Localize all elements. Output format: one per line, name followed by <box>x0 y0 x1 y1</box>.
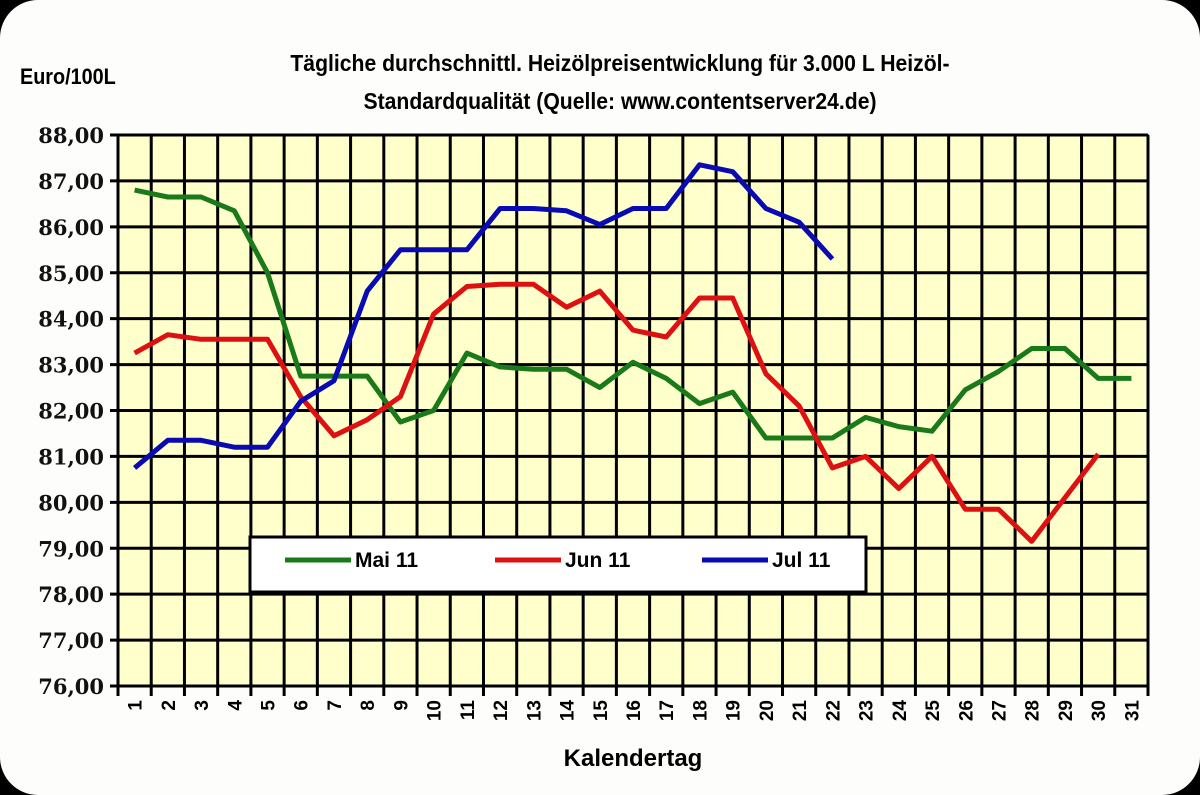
x-tick-label: 14 <box>558 700 579 722</box>
x-tick-label: 31 <box>1122 700 1143 722</box>
chart-title-line-1: Tägliche durchschnittl. Heizölpreisentwi… <box>290 50 950 76</box>
x-tick-label: 12 <box>491 700 512 721</box>
y-tick-label: 79,00 <box>38 536 104 561</box>
y-tick-label: 77,00 <box>38 628 104 653</box>
legend-label: Jun 11 <box>565 549 631 572</box>
series-line-mai-11 <box>134 187 1132 441</box>
x-axis-label: Kalendertag <box>564 745 703 772</box>
legend-label: Jul 11 <box>772 549 831 572</box>
legend-label: Mai 11 <box>355 549 418 572</box>
x-tick-label: 20 <box>757 700 778 721</box>
y-tick-label: 82,00 <box>38 399 104 424</box>
x-tick-label: 13 <box>524 700 545 721</box>
y-tick-label: 87,00 <box>38 169 104 194</box>
y-axis-unit-label: Euro/100L <box>20 64 116 89</box>
legend: Mai 11 Jun 11 Jul 11 <box>248 535 868 594</box>
x-tick-label: 4 <box>225 700 246 711</box>
x-tick-label: 15 <box>591 700 612 722</box>
chart-title: Tägliche durchschnittl. Heizölpreisentwi… <box>197 44 1043 120</box>
x-tick-label: 11 <box>458 700 479 721</box>
y-tick-label: 86,00 <box>38 215 104 240</box>
x-tick-label: 24 <box>890 700 911 722</box>
x-tick-label: 17 <box>657 700 678 721</box>
x-tick-label: 18 <box>690 700 711 721</box>
x-tick-label: 16 <box>624 700 645 721</box>
x-tick-label: 21 <box>790 700 811 722</box>
series-line-jun-11 <box>133 281 1101 544</box>
x-tick-label: 25 <box>923 700 944 722</box>
x-tick-label: 5 <box>259 700 280 711</box>
x-tick-label: 2 <box>159 700 180 711</box>
x-tick-label: 22 <box>823 700 844 721</box>
y-tick-label: 88,00 <box>38 123 104 148</box>
x-tick-label: 10 <box>425 700 446 721</box>
chart-title-line-2: Standardqualität (Quelle: www.contentser… <box>363 88 877 114</box>
x-tick-label: 23 <box>857 700 878 721</box>
x-tick-label: 30 <box>1089 700 1110 721</box>
y-axis-ticks: 76,00 77,00 78,00 79,00 80,00 81,00 82,00 83,00… <box>38 123 104 699</box>
x-tick-label: 26 <box>956 700 977 721</box>
series-line-jul-11 <box>133 162 835 470</box>
y-tick-label: 85,00 <box>38 261 104 286</box>
y-tick-label: 76,00 <box>38 674 104 699</box>
series-lines <box>133 162 1132 544</box>
x-tick-label: 7 <box>325 700 346 711</box>
x-tick-label: 27 <box>989 700 1010 721</box>
x-tick-label: 9 <box>391 700 412 711</box>
x-tick-label: 3 <box>192 700 213 711</box>
x-tick-label: 6 <box>292 700 313 711</box>
x-tick-label: 29 <box>1056 700 1077 721</box>
x-tick-label: 28 <box>1023 700 1044 721</box>
x-tick-label: 8 <box>358 700 379 711</box>
y-tick-label: 78,00 <box>38 582 104 607</box>
x-tick-label: 1 <box>126 700 147 711</box>
y-tick-label: 83,00 <box>38 353 104 378</box>
legend-box <box>248 535 868 594</box>
x-axis-ticks: 1 2 3 4 5 6 7 8 9 10 11 12 13 14 15 16 17 18 19 20 21 22 23 24 2… <box>126 700 1144 722</box>
y-tick-label: 84,00 <box>38 307 104 332</box>
y-tick-label: 80,00 <box>38 490 104 515</box>
x-tick-label: 19 <box>724 700 745 721</box>
y-tick-label: 81,00 <box>38 444 104 469</box>
